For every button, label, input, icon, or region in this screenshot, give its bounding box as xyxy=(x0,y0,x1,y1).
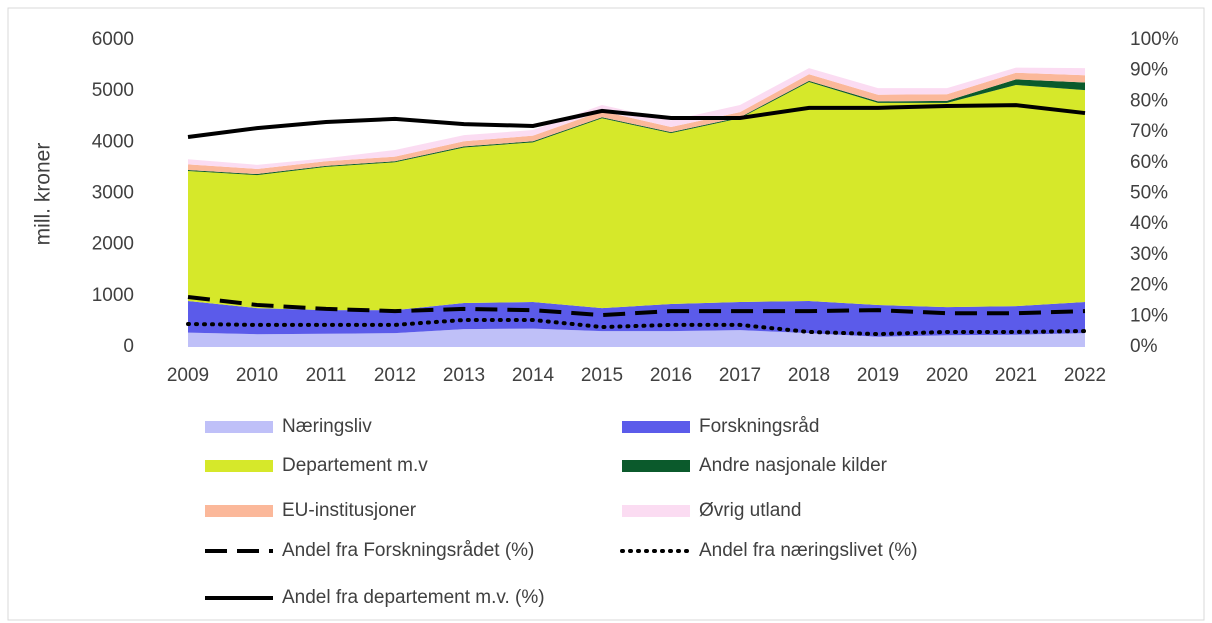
y2-tick-label: 50% xyxy=(1130,183,1168,204)
y-tick-label: 4000 xyxy=(92,131,134,152)
legend-swatch xyxy=(205,460,273,472)
y2-tick-label: 90% xyxy=(1130,60,1168,81)
y-tick-label: 2000 xyxy=(92,234,134,255)
line-7 xyxy=(186,317,1087,337)
area-5 xyxy=(188,67,1085,169)
legend-label: Næringsliv xyxy=(282,416,372,437)
y2-tick-label: 30% xyxy=(1130,244,1168,265)
line-8 xyxy=(187,103,1086,139)
x-tick-label: 2010 xyxy=(236,365,278,386)
y-tick-label: 5000 xyxy=(92,80,134,101)
legend-swatch xyxy=(622,421,690,433)
x-tick-label: 2012 xyxy=(374,365,416,386)
x-tick-label: 2013 xyxy=(443,365,485,386)
x-tick-label: 2020 xyxy=(926,365,968,386)
legend-label: Andel fra Forskningsrådet (%) xyxy=(282,540,534,561)
x-tick-label: 2009 xyxy=(167,365,209,386)
x-tick-label: 2011 xyxy=(306,365,347,386)
legend-label: EU-institusjoner xyxy=(282,500,417,521)
legend-swatch xyxy=(622,505,690,517)
x-tick-label: 2014 xyxy=(512,365,555,386)
y2-tick-label: 100% xyxy=(1130,29,1179,50)
x-tick-label: 2021 xyxy=(995,365,1037,386)
y-tick-label: 0 xyxy=(123,336,134,357)
x-tick-label: 2016 xyxy=(650,365,692,386)
legend-swatch xyxy=(205,505,273,517)
y2-tick-label: 60% xyxy=(1130,152,1168,173)
y-tick-label: 3000 xyxy=(92,183,134,204)
y2-tick-label: 80% xyxy=(1130,90,1168,111)
legend-label: Departement m.v xyxy=(282,455,428,476)
y2-tick-label: 20% xyxy=(1130,275,1168,296)
y2-tick-label: 0% xyxy=(1130,336,1158,357)
legend-label: Andel fra departement m.v. (%) xyxy=(282,587,545,608)
area-0 xyxy=(188,328,1085,347)
legend-swatch xyxy=(205,421,273,433)
area-3 xyxy=(188,79,1085,176)
y2-tick-label: 70% xyxy=(1130,121,1168,142)
x-tick-label: 2022 xyxy=(1064,365,1106,386)
legend-label: Forskningsråd xyxy=(699,416,819,437)
area-2 xyxy=(188,81,1085,311)
y-tick-label: 6000 xyxy=(92,29,134,50)
area-4 xyxy=(188,72,1085,175)
y-axis-label: mill. kroner xyxy=(32,143,55,246)
x-tick-label: 2017 xyxy=(719,365,761,386)
y-tick-label: 1000 xyxy=(92,285,134,306)
legend-label: Andre nasjonale kilder xyxy=(699,455,888,476)
x-tick-label: 2015 xyxy=(581,365,623,386)
x-tick-label: 2018 xyxy=(788,365,830,386)
y2-tick-label: 40% xyxy=(1130,213,1168,234)
legend-label: Andel fra næringslivet (%) xyxy=(699,540,918,561)
x-tick-label: 2019 xyxy=(857,365,899,386)
legend-swatch xyxy=(622,460,690,472)
line-6 xyxy=(187,294,1086,318)
y2-tick-label: 10% xyxy=(1130,305,1168,326)
legend-label: Øvrig utland xyxy=(699,500,801,521)
